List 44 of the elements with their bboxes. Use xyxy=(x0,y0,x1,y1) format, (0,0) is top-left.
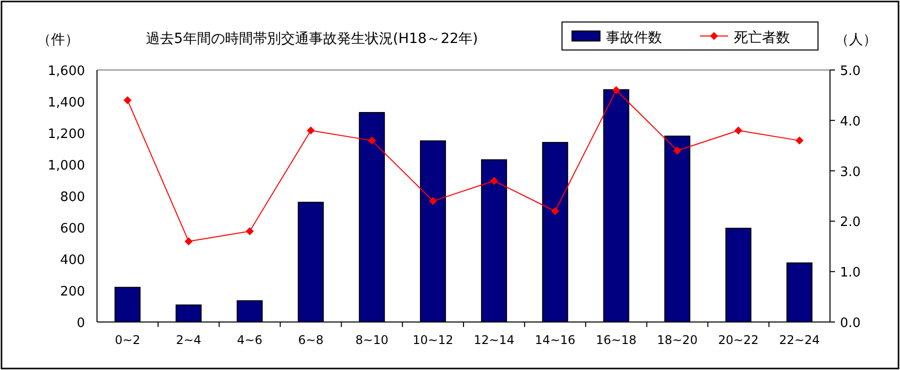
legend-label: 事故件数 xyxy=(606,30,662,46)
x-tick-label: 8~10 xyxy=(355,333,388,347)
y2-tick-label: 2.0 xyxy=(840,215,861,230)
point xyxy=(795,136,804,145)
x-tick-label: 12~14 xyxy=(474,333,514,347)
x-tick-label: 6~8 xyxy=(298,333,324,347)
y2-tick-label: 4.0 xyxy=(840,114,861,130)
point xyxy=(246,227,254,236)
legend-label: 死亡者数 xyxy=(734,30,790,46)
y2-tick-label: 5.0 xyxy=(840,64,861,79)
y-tick-label: 0 xyxy=(76,316,85,331)
y2-tick-label: 1.0 xyxy=(840,266,861,281)
point xyxy=(184,237,193,246)
point xyxy=(490,176,498,185)
x-tick-label: 14~16 xyxy=(534,333,576,347)
point xyxy=(368,136,376,145)
chart-title: 過去5年間の時間帯別交通事故発生状況(H18～22年) xyxy=(146,31,478,47)
y-tick-label: 1,200 xyxy=(48,127,85,142)
y2-tick-label: 3.0 xyxy=(840,164,861,180)
point xyxy=(673,146,682,155)
y-tick-label: 1,400 xyxy=(48,96,85,110)
point xyxy=(428,197,437,206)
y-tick-label: 400 xyxy=(60,253,85,268)
y-tick-label: 1,600 xyxy=(48,64,85,79)
point xyxy=(124,96,132,104)
point xyxy=(306,126,315,134)
y2-axis-title: （人） xyxy=(835,32,877,48)
y-tick-label: 600 xyxy=(60,222,85,236)
x-tick-label: 2~4 xyxy=(176,333,202,347)
y-tick-label: 200 xyxy=(60,284,85,300)
y-tick-label: 1,000 xyxy=(48,158,85,174)
x-tick-label: 0~2 xyxy=(114,333,140,347)
point xyxy=(612,86,620,94)
point xyxy=(734,126,742,134)
x-tick-label: 10~12 xyxy=(412,333,454,347)
x-tick-label: 22~24 xyxy=(779,333,820,347)
y-tick-label: 800 xyxy=(60,190,85,205)
x-tick-label: 20~22 xyxy=(718,333,759,347)
point xyxy=(551,207,560,216)
x-tick-label: 4~6 xyxy=(237,333,262,347)
y2-tick-label: 0.0 xyxy=(840,316,861,331)
x-tick-label: 16~18 xyxy=(596,333,637,347)
x-tick-label: 18~20 xyxy=(656,333,698,347)
y-axis-title: （件） xyxy=(37,32,79,48)
